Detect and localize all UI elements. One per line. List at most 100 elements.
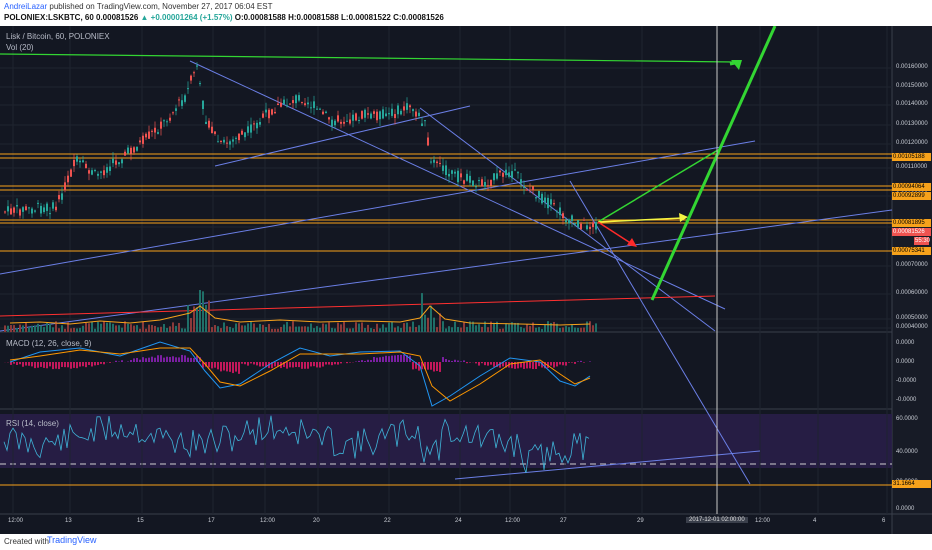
volume-bar [415,326,417,332]
macd-histogram-bar [478,362,480,366]
candle-body [445,165,447,175]
macd-histogram-bar [526,362,528,369]
candle-body [169,117,171,121]
date-label: 22 [384,518,391,524]
candle-body [166,121,168,123]
volume-bar [559,327,561,332]
candle-body [196,65,198,67]
candle-body [97,173,99,176]
volume-bar [193,306,195,332]
volume-bar [514,322,516,332]
volume-bar [403,323,405,332]
macd-histogram-bar [193,358,195,362]
candle-body [193,72,195,74]
candle-body [496,173,498,179]
macd-histogram-bar [481,362,483,364]
candle-body [379,111,381,120]
volume-bar [523,328,525,332]
volume-bar [499,328,501,332]
macd-histogram-bar [541,362,543,368]
candle-body [262,113,264,118]
macd-histogram-bar [37,362,39,368]
rsi-axis-label: 0.0000 [896,506,915,512]
candle-body [559,207,561,215]
macd-panel [4,341,591,407]
chart-canvas[interactable] [0,26,932,534]
candle-body [532,186,534,191]
macd-histogram-bar [553,362,555,368]
candle-body [502,172,504,177]
volume-bar [505,323,507,332]
tradingview-logo[interactable]: TradingView [47,535,97,545]
volume-bar [277,328,279,332]
candle-body [235,137,237,139]
volume-bar [352,328,354,332]
volume-bar [70,328,72,332]
macd-histogram-bar [49,362,51,367]
candle-body [574,223,576,225]
volume-bar [409,326,411,332]
volume-bar [574,327,576,332]
volume-bar [397,326,399,332]
volume-bar [244,325,246,332]
macd-histogram-bar [295,362,297,368]
price-axis-label: 0.00110000 [896,164,928,170]
macd-histogram-bar [337,362,339,365]
volume-bar [457,327,459,332]
volume-bar [169,326,171,332]
macd-histogram-bar [97,362,99,366]
volume-bar [283,324,285,332]
macd-histogram-bar [448,360,450,362]
macd-histogram-bar [178,357,180,362]
macd-histogram-bar [256,362,258,366]
price-candles [4,62,597,235]
macd-histogram-bar [427,362,429,370]
candle-body [478,180,480,182]
candle-body [382,109,384,119]
macd-histogram-bar [415,362,417,369]
date-label: 24 [455,518,462,524]
volume-bar [310,323,312,332]
volume-bar [52,327,54,332]
volume-bar [112,323,114,332]
macd-histogram-bar [382,356,384,362]
candle-body [580,223,582,230]
macd-histogram-bar [34,362,36,369]
candle-body [472,180,474,186]
candle-body [271,109,273,115]
candle-body [226,142,228,144]
volume-bar [586,321,588,332]
candle-body [577,220,579,227]
macd-histogram-bar [211,362,213,369]
macd-histogram-bar [400,354,402,362]
publish-header: AndreiLazar published on TradingView.com… [0,0,932,26]
date-label: 29 [637,518,644,524]
volume-bar [37,323,39,332]
macd-histogram-bar [373,356,375,362]
author-link[interactable]: AndreiLazar [4,2,48,11]
macd-histogram-bar [301,362,303,369]
macd-histogram-bar [250,362,252,364]
volume-bar [550,322,552,332]
candle-body [142,135,144,144]
candle-body [337,115,339,122]
candle-body [556,211,558,213]
macd-axis-label: -0.0000 [896,397,917,403]
candle-body [427,137,429,146]
volume-bar [538,327,540,332]
candle-body [388,113,390,115]
volume-bar [544,324,546,332]
price-axis-label: 0.00160000 [896,64,928,70]
price-tag-level-5: 0.00075341 [892,247,931,255]
candle-body [31,208,33,214]
volume-bar [307,326,309,332]
candle-body [217,141,219,143]
macd-histogram-bar [499,362,501,368]
candle-body [319,108,321,110]
candle-body [199,83,201,85]
macd-histogram-bar [535,362,537,370]
macd-histogram-bar [73,362,75,368]
candle-body [148,131,150,139]
candle-body [355,113,357,121]
macd-histogram-bar [199,357,201,362]
